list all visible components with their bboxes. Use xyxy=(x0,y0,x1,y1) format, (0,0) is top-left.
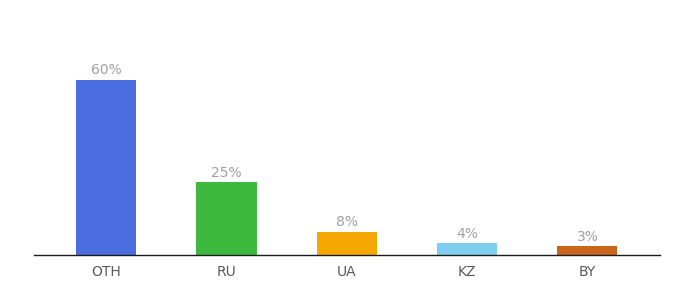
Bar xyxy=(76,80,136,255)
Text: 60%: 60% xyxy=(91,64,122,77)
Bar xyxy=(317,232,377,255)
Bar xyxy=(437,243,497,255)
Text: 8%: 8% xyxy=(336,215,358,229)
Text: 4%: 4% xyxy=(456,227,478,241)
Text: 3%: 3% xyxy=(577,230,598,244)
Text: 25%: 25% xyxy=(211,166,242,180)
Bar xyxy=(558,246,617,255)
Bar xyxy=(197,182,256,255)
